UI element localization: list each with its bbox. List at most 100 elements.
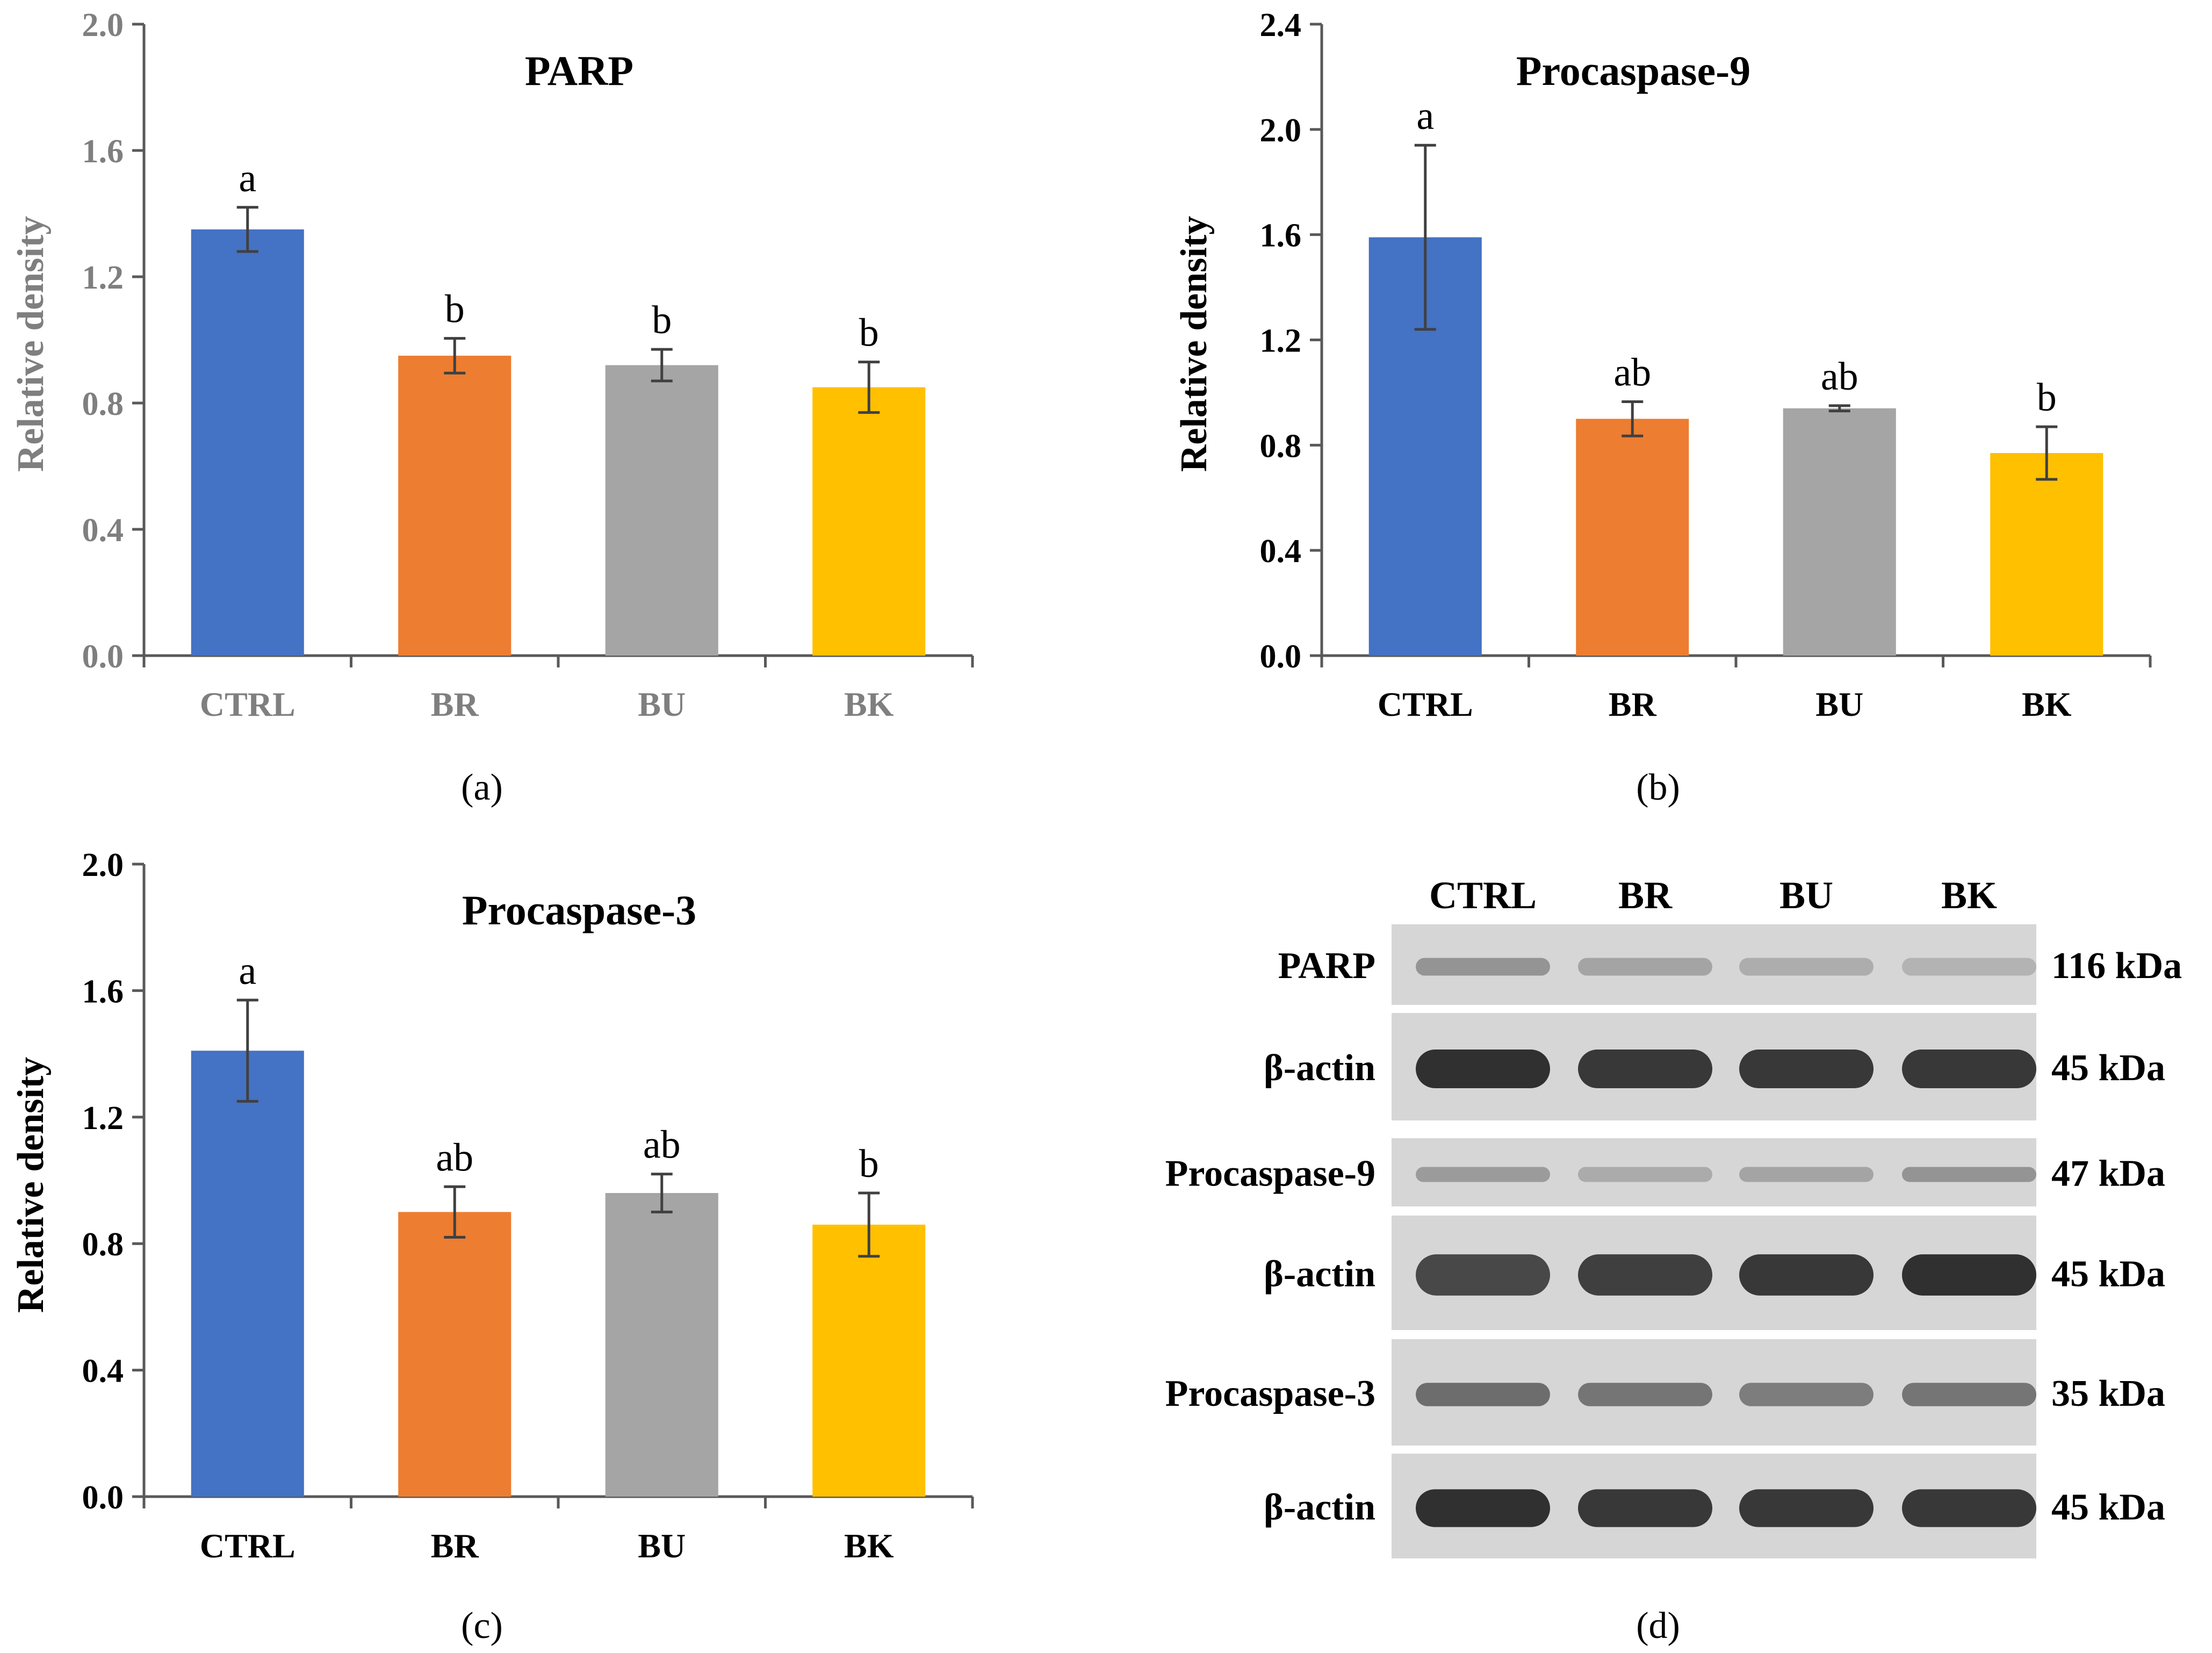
y-tick-label: 0.0 (82, 1479, 124, 1516)
y-tick-label: 1.6 (1260, 218, 1302, 254)
y-tick-label: 1.2 (82, 260, 124, 296)
blot-size-label: 45 kDa (2051, 1487, 2165, 1528)
blot-band (1739, 1050, 1874, 1088)
significance-letter: a (239, 949, 256, 993)
panel-caption: (b) (1636, 767, 1680, 808)
blot-band (1416, 1383, 1550, 1406)
bar-bk (1990, 453, 2103, 656)
blot-row-label: β-actin (1264, 1047, 1375, 1089)
panel-caption: (a) (461, 767, 503, 808)
blot-band (1578, 1489, 1712, 1527)
significance-letter: a (239, 156, 256, 200)
significance-letter: b (2037, 376, 2057, 420)
blot-band (1902, 1383, 2036, 1406)
blot-lane-label: CTRL (1429, 874, 1537, 917)
panel-caption: (d) (1636, 1605, 1680, 1647)
x-tick-label: CTRL (1378, 685, 1473, 723)
blot-row-label: β-actin (1264, 1487, 1375, 1528)
bar-br (398, 1212, 511, 1497)
y-axis-label: Relative density (10, 1057, 52, 1313)
x-tick-label: BR (1609, 685, 1657, 723)
blot-band (1739, 1254, 1874, 1296)
bar-bu (605, 1193, 718, 1497)
blot-band (1902, 1254, 2036, 1296)
blot-size-label: 116 kDa (2051, 945, 2182, 987)
x-tick-label: BK (2022, 685, 2072, 723)
significance-letter: a (1416, 94, 1434, 138)
blot-band (1416, 1167, 1550, 1182)
y-tick-label: 0.8 (82, 1226, 124, 1263)
x-tick-label: CTRL (200, 1527, 296, 1565)
x-tick-label: BR (431, 1527, 479, 1565)
blot-band (1578, 1167, 1712, 1182)
y-tick-label: 2.0 (82, 7, 124, 44)
blot-band (1902, 1167, 2036, 1182)
blot-band (1739, 1489, 1874, 1527)
y-tick-label: 1.6 (82, 133, 124, 170)
bar-bu (605, 365, 718, 656)
y-tick-label: 0.8 (82, 386, 124, 422)
y-axis-label: Relative density (1173, 216, 1215, 472)
significance-letter: b (652, 298, 672, 342)
blot-row-label: Procaspase-9 (1165, 1153, 1375, 1195)
significance-letter: b (445, 288, 465, 332)
panel-caption: (c) (461, 1605, 503, 1647)
bar-ctrl (191, 229, 304, 656)
y-tick-label: 1.2 (82, 1100, 124, 1137)
significance-letter: ab (643, 1123, 681, 1167)
bar-bu (1783, 408, 1896, 656)
blot-band (1739, 1167, 1874, 1182)
chart-title: Procaspase-3 (462, 887, 696, 933)
blot-band (1578, 1254, 1712, 1296)
blot-band (1902, 1050, 2036, 1088)
blot-size-label: 45 kDa (2051, 1254, 2165, 1295)
blot-band (1578, 1383, 1712, 1406)
blot-band (1902, 958, 2036, 976)
y-tick-label: 2.4 (1260, 7, 1302, 44)
x-tick-label: BK (844, 685, 894, 723)
blot-band (1416, 1489, 1550, 1527)
blot-row-label: β-actin (1264, 1254, 1375, 1295)
significance-letter: ab (436, 1135, 473, 1180)
blot-size-label: 45 kDa (2051, 1047, 2165, 1089)
chart-panel-c: Procaspase-3 Relative density (c) 0.0 0.4… (10, 847, 974, 1647)
y-tick-label: 1.2 (1260, 323, 1302, 360)
x-tick-label: BR (431, 685, 479, 723)
y-tick-label: 0.8 (1260, 428, 1302, 464)
blot-band (1739, 958, 1874, 976)
y-tick-label: 1.6 (82, 973, 124, 1010)
x-tick-label: BK (844, 1527, 894, 1565)
x-tick-label: BU (638, 685, 686, 723)
chart-panel-a: PARP Relative density (a) 0.0 0.4 0.8 1.2 1.… (10, 7, 974, 808)
y-axis-label: Relative density (10, 216, 52, 472)
bar-br (398, 355, 511, 656)
significance-letter: ab (1821, 355, 1858, 399)
y-tick-label: 0.4 (82, 1353, 124, 1390)
y-tick-label: 0.4 (82, 512, 124, 549)
blot-band (1578, 1050, 1712, 1088)
bar-ctrl (191, 1051, 304, 1497)
y-tick-label: 0.0 (1260, 638, 1302, 675)
chart-title: Procaspase-9 (1516, 47, 1750, 94)
western-blot-panel: (d) CTRL BR BU BK PARP 116 kDa β-actin 45 kDa Pr… (1165, 874, 2182, 1647)
blot-lane-label: BR (1618, 874, 1673, 917)
blot-band (1578, 958, 1712, 976)
y-tick-label: 0.0 (82, 638, 124, 675)
blot-band (1416, 1050, 1550, 1088)
x-tick-label: BU (1815, 685, 1863, 723)
significance-letter: b (859, 1142, 879, 1186)
bar-bk (812, 1224, 926, 1497)
significance-letter: b (859, 311, 879, 355)
blot-band (1902, 1489, 2036, 1527)
chart-title: PARP (525, 47, 633, 94)
y-tick-label: 2.0 (1260, 112, 1302, 149)
blot-lane-label: BU (1779, 874, 1833, 917)
y-tick-label: 0.4 (1260, 533, 1302, 570)
blot-band (1416, 1254, 1550, 1296)
blot-size-label: 47 kDa (2051, 1153, 2165, 1195)
bar-bk (812, 387, 926, 656)
blot-row-label: PARP (1278, 945, 1375, 987)
y-tick-label: 2.0 (82, 847, 124, 883)
x-tick-label: CTRL (200, 685, 296, 723)
